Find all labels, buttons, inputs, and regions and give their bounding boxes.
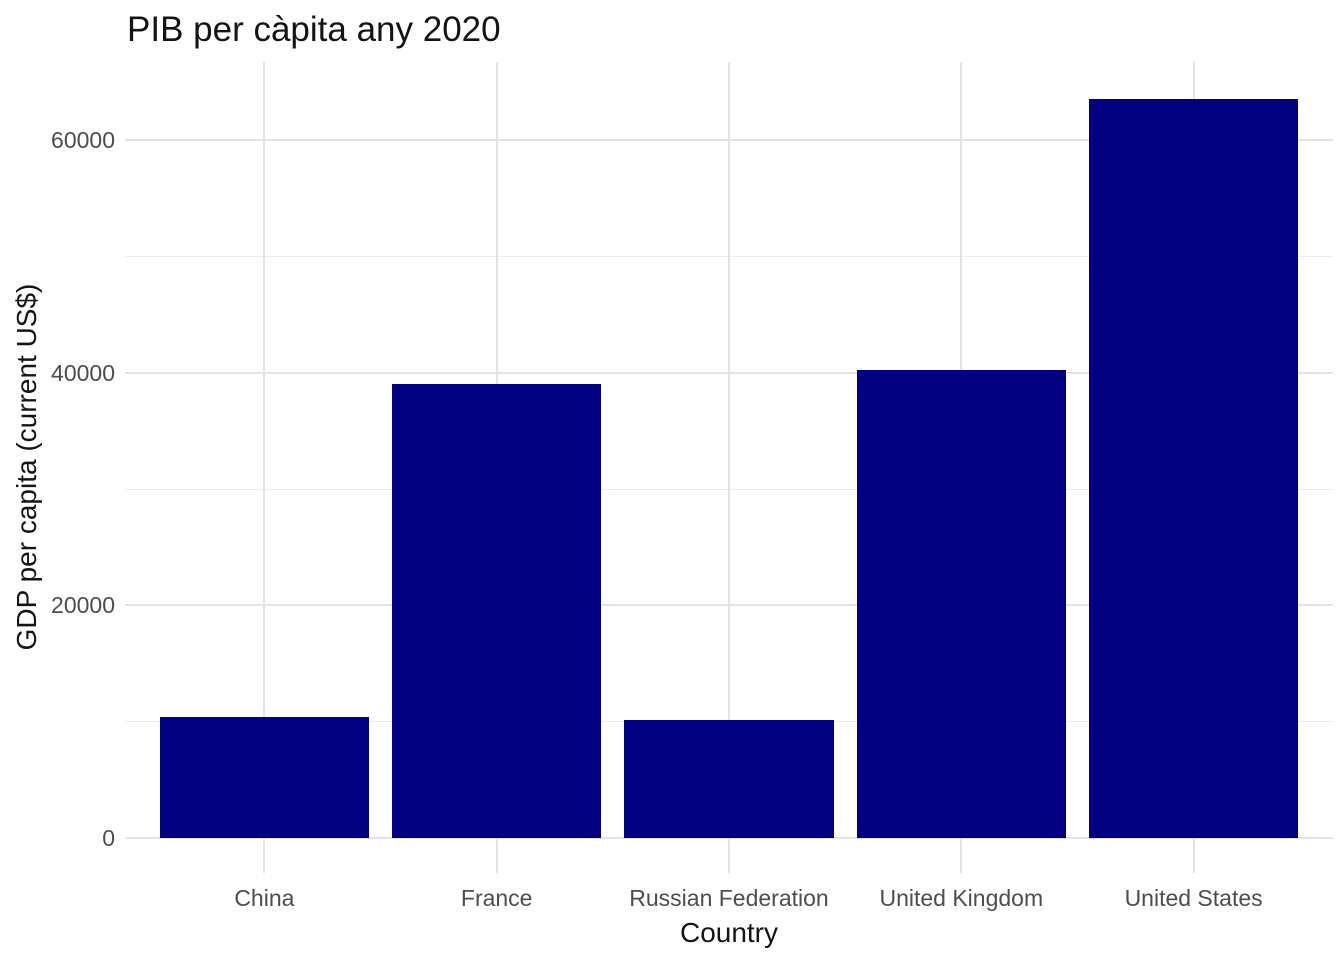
x-tick-label: United States	[1124, 885, 1263, 911]
x-tick-label: France	[460, 885, 533, 911]
y-tick-label: 60000	[51, 127, 115, 154]
y-tick-label: 0	[102, 825, 115, 851]
bar-russian-federation	[624, 719, 834, 838]
x-grid-major	[728, 62, 730, 873]
bar-china	[159, 716, 369, 838]
y-tick-label: 40000	[51, 359, 115, 386]
x-axis-title: Country	[679, 917, 779, 948]
plot-panel	[125, 62, 1333, 873]
x-tick-label: China	[234, 885, 295, 911]
bar-united-states	[1089, 99, 1299, 838]
bar-france	[392, 384, 602, 838]
bar-united-kingdom	[856, 369, 1066, 838]
chart-title: PIB per càpita any 2020	[127, 10, 501, 49]
x-grid-major	[263, 62, 266, 873]
x-tick-label: Russian Federation	[629, 885, 829, 911]
x-tick-label: United Kingdom	[879, 885, 1044, 911]
y-tick-label: 20000	[51, 592, 115, 619]
